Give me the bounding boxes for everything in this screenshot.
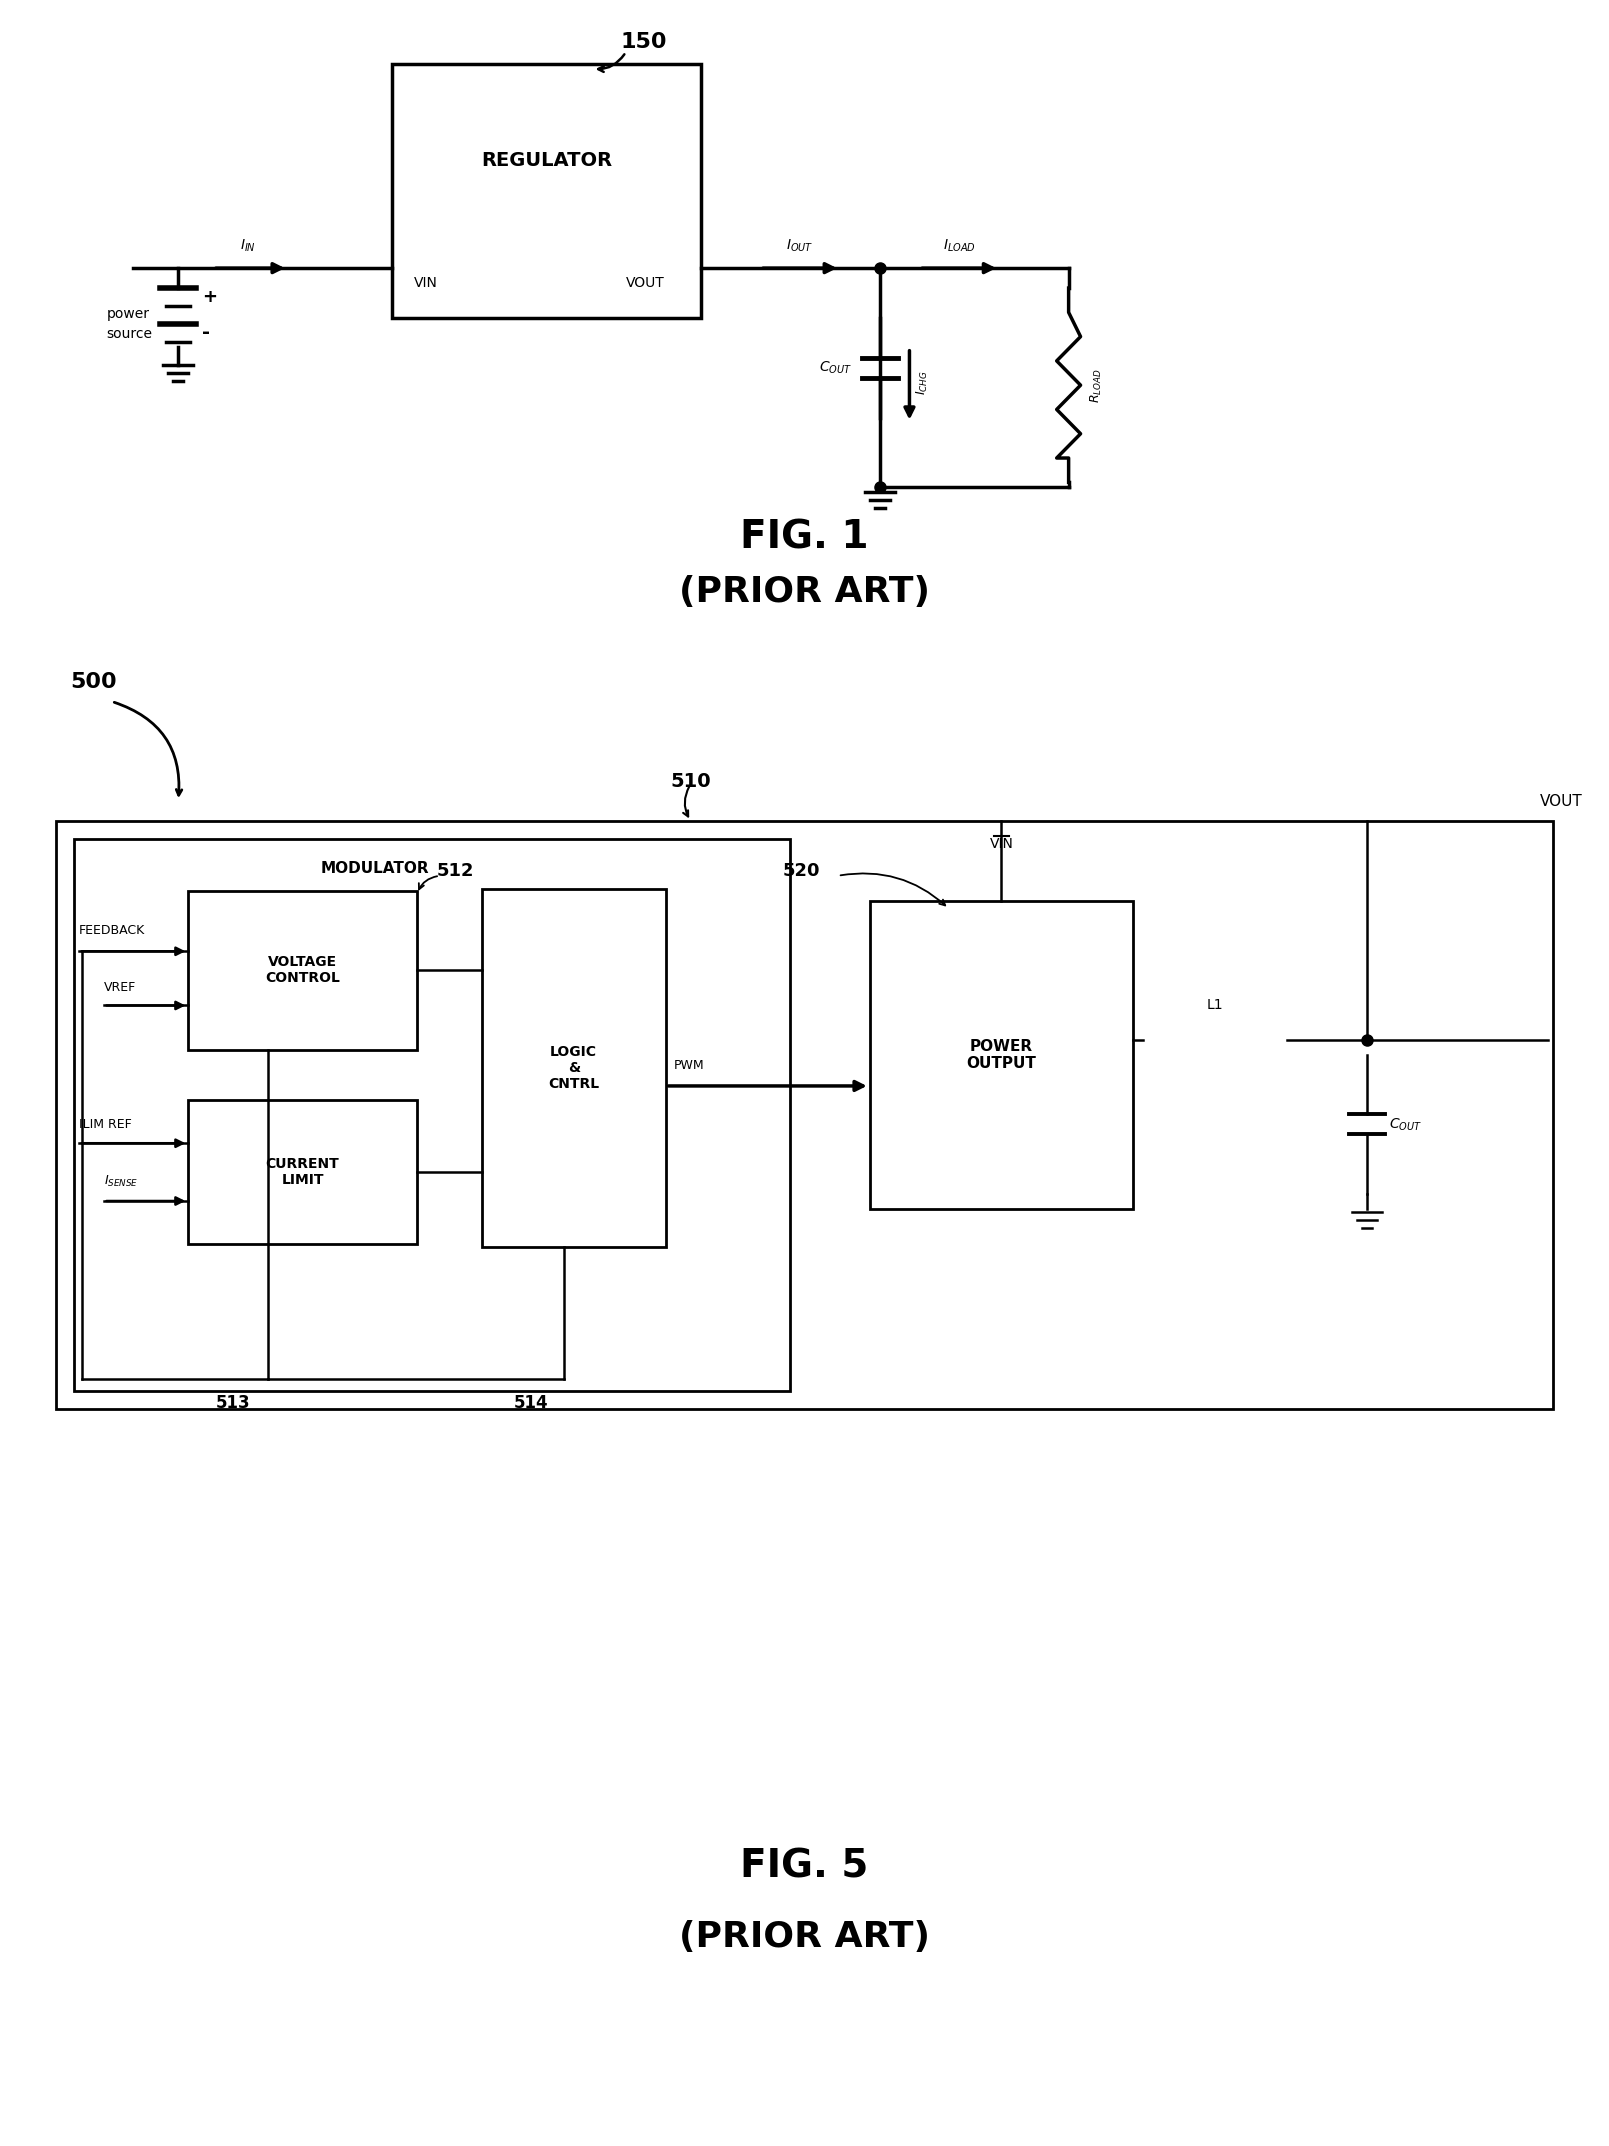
Text: (PRIOR ART): (PRIOR ART) bbox=[679, 575, 930, 609]
Text: FEEDBACK: FEEDBACK bbox=[79, 925, 145, 938]
Text: $I_{SENSE}$: $I_{SENSE}$ bbox=[103, 1174, 138, 1189]
Text: -: - bbox=[203, 324, 211, 343]
Text: (PRIOR ART): (PRIOR ART) bbox=[679, 1921, 930, 1953]
Text: MODULATOR: MODULATOR bbox=[320, 861, 430, 876]
Text: +: + bbox=[203, 288, 217, 307]
Text: $C_{OUT}$: $C_{OUT}$ bbox=[1389, 1116, 1422, 1133]
Text: $I_{OUT}$: $I_{OUT}$ bbox=[787, 238, 814, 253]
Text: power
source: power source bbox=[106, 307, 153, 341]
Text: LOGIC
&
CNTRL: LOGIC & CNTRL bbox=[549, 1045, 599, 1090]
Text: VIN: VIN bbox=[414, 277, 438, 290]
Bar bbox=[74, 839, 790, 1391]
Text: PWM: PWM bbox=[674, 1058, 705, 1073]
Text: VIN: VIN bbox=[990, 837, 1014, 850]
Text: CURRENT
LIMIT: CURRENT LIMIT bbox=[265, 1157, 339, 1187]
Text: 510: 510 bbox=[671, 773, 711, 790]
Text: VOUT: VOUT bbox=[1540, 794, 1582, 809]
Bar bbox=[56, 822, 1553, 1408]
Text: FIG. 1: FIG. 1 bbox=[740, 517, 869, 556]
Text: $I_{IN}$: $I_{IN}$ bbox=[240, 238, 256, 253]
Text: VOLTAGE
CONTROL: VOLTAGE CONTROL bbox=[265, 955, 339, 985]
Bar bbox=[481, 888, 666, 1247]
Text: L1: L1 bbox=[1207, 998, 1224, 1011]
Text: REGULATOR: REGULATOR bbox=[481, 150, 611, 170]
Text: $I_{LOAD}$: $I_{LOAD}$ bbox=[943, 238, 975, 253]
Text: $C_{OUT}$: $C_{OUT}$ bbox=[819, 361, 851, 376]
Text: FIG. 5: FIG. 5 bbox=[740, 1848, 869, 1886]
Text: 520: 520 bbox=[782, 863, 821, 880]
Text: 150: 150 bbox=[621, 32, 668, 52]
Bar bbox=[869, 901, 1133, 1210]
Text: POWER
OUTPUT: POWER OUTPUT bbox=[967, 1039, 1036, 1071]
Text: 513: 513 bbox=[216, 1393, 251, 1412]
Text: 512: 512 bbox=[438, 863, 475, 880]
Text: $R_{LOAD}$: $R_{LOAD}$ bbox=[1089, 367, 1104, 403]
Bar bbox=[393, 64, 700, 318]
Text: VREF: VREF bbox=[103, 981, 135, 994]
Text: VOUT: VOUT bbox=[626, 277, 665, 290]
Text: 500: 500 bbox=[71, 672, 117, 691]
Text: $I_{CHG}$: $I_{CHG}$ bbox=[914, 371, 930, 395]
Text: 514: 514 bbox=[515, 1393, 549, 1412]
Text: ILIM REF: ILIM REF bbox=[79, 1118, 132, 1131]
Bar bbox=[188, 891, 417, 1049]
Bar bbox=[188, 1101, 417, 1245]
